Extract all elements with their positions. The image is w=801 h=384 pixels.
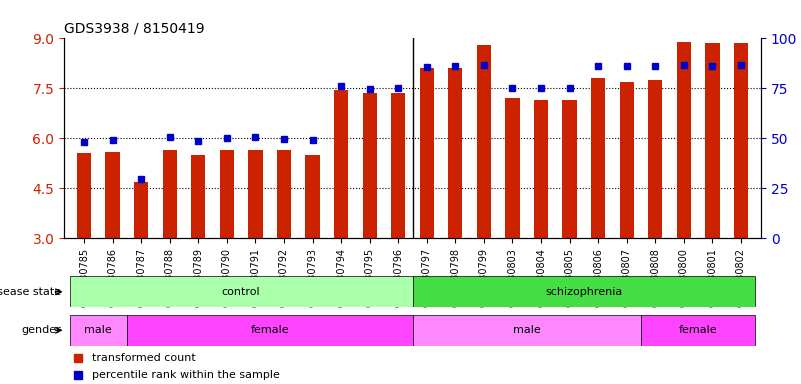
Bar bbox=[106, 152, 120, 238]
Bar bbox=[562, 100, 577, 238]
FancyBboxPatch shape bbox=[70, 276, 413, 307]
Bar bbox=[677, 42, 691, 238]
FancyBboxPatch shape bbox=[127, 315, 413, 346]
Text: schizophrenia: schizophrenia bbox=[545, 287, 622, 297]
Text: control: control bbox=[222, 287, 260, 297]
Bar bbox=[277, 150, 291, 238]
Bar bbox=[363, 93, 376, 238]
Bar bbox=[534, 100, 548, 238]
Bar bbox=[734, 43, 748, 238]
Bar bbox=[505, 98, 520, 238]
Bar bbox=[191, 155, 205, 238]
Text: transformed count: transformed count bbox=[92, 353, 195, 363]
Bar bbox=[305, 155, 320, 238]
Bar bbox=[620, 82, 634, 238]
Bar bbox=[391, 93, 405, 238]
FancyBboxPatch shape bbox=[413, 315, 641, 346]
Text: female: female bbox=[678, 325, 718, 335]
Bar bbox=[334, 90, 348, 238]
Bar bbox=[219, 150, 234, 238]
Bar bbox=[163, 150, 177, 238]
Bar bbox=[477, 45, 491, 238]
Bar bbox=[449, 68, 462, 238]
Text: disease state: disease state bbox=[0, 287, 61, 297]
Bar bbox=[77, 153, 91, 238]
FancyBboxPatch shape bbox=[70, 315, 127, 346]
Text: gender: gender bbox=[22, 325, 61, 335]
FancyBboxPatch shape bbox=[413, 276, 755, 307]
Text: GDS3938 / 8150419: GDS3938 / 8150419 bbox=[64, 22, 205, 36]
Bar bbox=[591, 78, 606, 238]
FancyBboxPatch shape bbox=[641, 315, 755, 346]
Bar bbox=[705, 43, 719, 238]
Text: male: male bbox=[84, 325, 112, 335]
Text: percentile rank within the sample: percentile rank within the sample bbox=[92, 370, 280, 381]
Bar bbox=[648, 80, 662, 238]
Bar bbox=[134, 182, 148, 238]
Text: male: male bbox=[513, 325, 541, 335]
Bar bbox=[420, 68, 434, 238]
Text: female: female bbox=[251, 325, 289, 335]
Bar bbox=[248, 150, 263, 238]
